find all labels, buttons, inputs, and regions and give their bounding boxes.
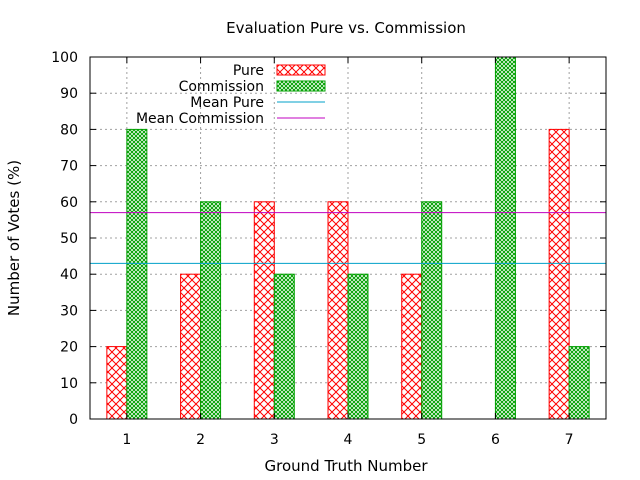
plot-frame xyxy=(89,56,607,420)
pure-bar xyxy=(253,201,275,420)
y-tick-label: 90 xyxy=(60,86,78,102)
commission-bar xyxy=(421,201,443,420)
y-tick-label: 40 xyxy=(60,267,78,283)
legend-mean-pure-label: Mean Pure xyxy=(190,95,264,111)
legend-commission-label: Commission xyxy=(179,79,264,95)
x-tick-label: 2 xyxy=(196,432,205,448)
legend-mean-commission-label: Mean Commission xyxy=(136,111,264,127)
y-tick-label: 10 xyxy=(60,376,78,392)
mean-lines xyxy=(90,212,606,264)
x-tick-label: 7 xyxy=(565,432,574,448)
commission-bar xyxy=(273,273,295,420)
pure-bar xyxy=(106,346,128,420)
bars xyxy=(106,56,590,420)
y-tick-label: 0 xyxy=(69,412,78,428)
x-tick-label: 3 xyxy=(270,432,279,448)
x-tick-label: 6 xyxy=(491,432,500,448)
y-tick-label: 80 xyxy=(60,122,78,138)
legend-pure-label: Pure xyxy=(233,63,264,79)
chart-title: Evaluation Pure vs. Commission xyxy=(226,19,466,37)
x-axis-label: Ground Truth Number xyxy=(265,457,429,475)
y-tick-label: 20 xyxy=(60,340,78,356)
x-tick-label: 1 xyxy=(122,432,131,448)
y-tick-label: 50 xyxy=(60,231,78,247)
y-axis-label: Number of Votes (%) xyxy=(5,160,23,316)
x-tick-label: 4 xyxy=(344,432,353,448)
pure-bar xyxy=(180,273,202,420)
commission-bar xyxy=(200,201,222,420)
y-tick-label: 100 xyxy=(51,50,78,66)
commission-bar xyxy=(347,273,369,420)
axes: 0 10 20 30 40 50 60 70 80 90 100 1 2 3 4 5 6 7 xyxy=(51,50,607,448)
x-tick-label: 5 xyxy=(417,432,426,448)
legend-commission-swatch xyxy=(276,80,326,92)
commission-bar xyxy=(568,346,590,420)
y-tick-label: 70 xyxy=(60,159,78,175)
commission-bar xyxy=(126,128,148,420)
commission-bar xyxy=(494,56,516,420)
pure-bar xyxy=(401,273,423,420)
y-tick-label: 60 xyxy=(60,195,78,211)
pure-bar xyxy=(327,201,349,420)
legend-pure-swatch xyxy=(276,64,326,76)
y-tick-label: 30 xyxy=(60,303,78,319)
pure-bar xyxy=(548,128,570,420)
